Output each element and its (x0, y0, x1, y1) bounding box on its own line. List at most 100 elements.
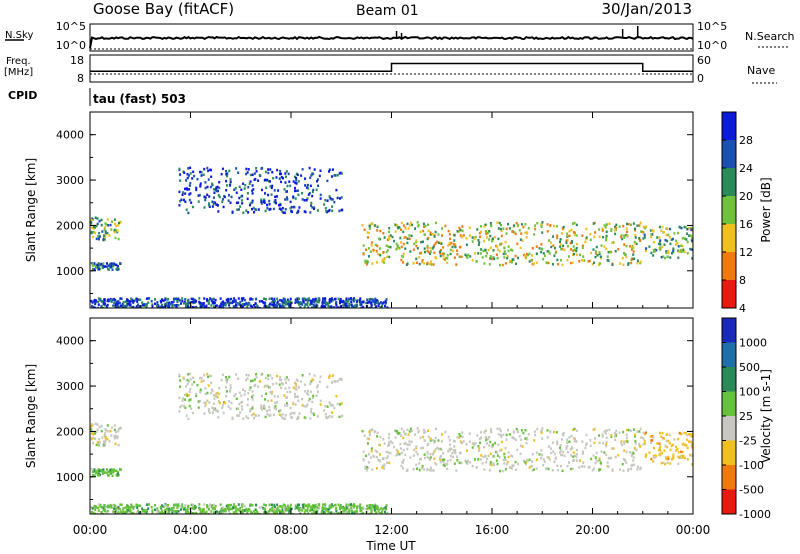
velocity-cell (598, 458, 601, 462)
power-cell (566, 258, 569, 262)
power-cell (288, 304, 291, 307)
power-cell (297, 301, 300, 304)
power-cell (117, 306, 120, 308)
velocity-cell (139, 511, 142, 514)
velocity-cell (572, 451, 575, 454)
velocity-cell (130, 511, 133, 514)
power-cell (578, 260, 581, 263)
power-cell (540, 243, 543, 246)
power-cell (606, 255, 609, 258)
power-cell (243, 303, 246, 306)
velocity-cell (310, 410, 313, 413)
velocity-cell (452, 448, 455, 452)
velocity-cell (331, 404, 334, 407)
power-cell (248, 203, 251, 207)
velocity-cell (587, 466, 590, 469)
velocity-cell (431, 438, 434, 442)
velocity-cell (582, 461, 585, 464)
velocity-cell (225, 390, 228, 393)
power-cell (610, 229, 613, 232)
velocity-cell (96, 469, 99, 473)
velocity-cell (521, 445, 524, 448)
velocity-cell (627, 469, 630, 472)
power-cell (556, 234, 559, 237)
power-cell (477, 243, 480, 247)
power-cell (116, 300, 119, 304)
power-cell (319, 193, 322, 197)
power-cell (308, 166, 311, 170)
velocity-cell (317, 506, 320, 509)
velocity-cell (554, 452, 557, 456)
power-cell (108, 234, 111, 237)
power-colorbar-tick: 28 (739, 134, 753, 147)
velocity-cell (304, 383, 307, 386)
power-cell (252, 188, 255, 191)
power-cell (490, 224, 493, 228)
velocity-cell (630, 467, 633, 471)
velocity-cell (672, 455, 675, 459)
power-cell (682, 236, 685, 240)
power-cell (192, 170, 195, 174)
velocity-cell (248, 388, 251, 392)
power-cell (533, 233, 536, 236)
velocity-cell (93, 468, 96, 471)
power-cell (114, 228, 117, 232)
velocity-cell (572, 458, 575, 462)
velocity-cell (310, 508, 313, 512)
velocity-cell (266, 384, 269, 388)
velocity-cell (251, 504, 254, 507)
power-cell (303, 210, 306, 213)
power-cell (225, 172, 228, 176)
power-cell (387, 230, 390, 234)
power-cell (605, 223, 608, 226)
velocity-cell (578, 466, 581, 469)
velocity-cell (222, 509, 225, 513)
power-cell (453, 239, 456, 242)
power-cell (214, 188, 217, 192)
power-cell (376, 244, 379, 248)
velocity-cell (578, 459, 581, 462)
power-cell (114, 298, 117, 302)
power-cell (612, 241, 615, 244)
velocity-cell (205, 504, 208, 507)
velocity-cell (435, 427, 438, 431)
power-cell (650, 233, 653, 236)
velocity-cell (116, 436, 119, 440)
velocity-cell (375, 455, 378, 459)
velocity-cell (376, 450, 379, 454)
power-cell (611, 241, 614, 244)
velocity-cell (614, 438, 617, 442)
power-cell (98, 235, 101, 238)
velocity-cell (535, 458, 538, 461)
power-cell (181, 299, 184, 303)
power-cell (415, 244, 418, 248)
velocity-cell (210, 505, 213, 509)
velocity-cell (91, 470, 94, 474)
velocity-cell (225, 504, 228, 508)
power-cell (506, 256, 509, 260)
power-cell (413, 242, 416, 245)
velocity-cell (382, 438, 385, 441)
velocity-cell (541, 427, 544, 430)
velocity-cell (254, 414, 257, 417)
power-cell (542, 252, 545, 255)
power-cell (379, 306, 382, 308)
power-cell (292, 195, 295, 198)
velocity-cell (271, 509, 274, 513)
power-cell (473, 237, 476, 241)
power-cell (548, 239, 551, 242)
power-cell (384, 300, 387, 303)
power-cell (189, 166, 192, 170)
velocity-cell (566, 450, 569, 454)
velocity-cell (662, 461, 665, 464)
power-cell (191, 205, 194, 209)
x-axis-ticks: 00:00 04:00 08:00 12:00 16:00 20:00 00:00 (73, 112, 710, 537)
power-cell (264, 298, 267, 301)
power-cell (282, 304, 285, 308)
power-cell (643, 236, 646, 239)
power-cell (272, 176, 275, 180)
velocity-cell (288, 386, 291, 389)
power-cell (598, 235, 601, 238)
power-cell (489, 234, 492, 238)
power-cell (276, 195, 279, 198)
